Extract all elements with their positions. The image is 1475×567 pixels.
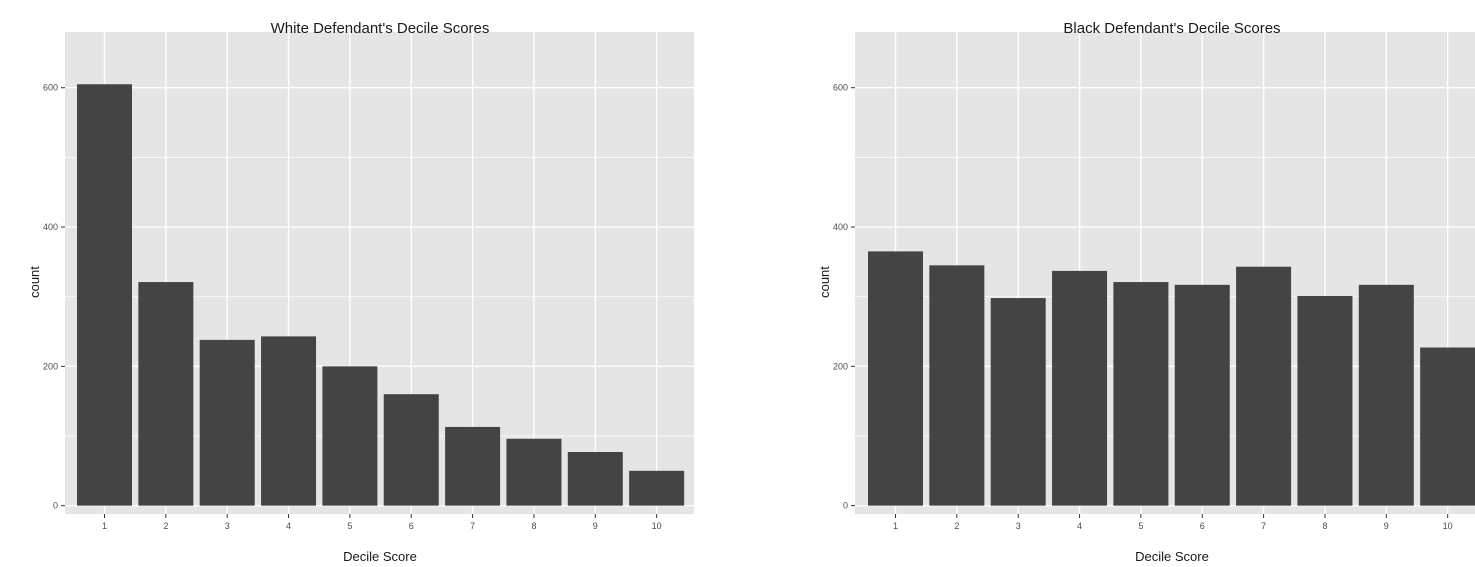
x-tick-label: 3 xyxy=(1016,521,1021,531)
x-tick-label: 9 xyxy=(1384,521,1389,531)
y-axis-ticks: 0 200 400 600 xyxy=(43,83,65,511)
x-tick-label: 6 xyxy=(1200,521,1205,531)
y-tick-label: 400 xyxy=(43,222,58,232)
y-axis-title: count xyxy=(27,266,42,298)
bar-decile-9 xyxy=(567,452,623,506)
y-tick-label: 400 xyxy=(833,222,848,232)
x-tick-label: 2 xyxy=(954,521,959,531)
bar-decile-5 xyxy=(1113,282,1169,506)
x-tick-label: 1 xyxy=(893,521,898,531)
chart-title: Black Defendant's Decile Scores xyxy=(1063,20,1280,37)
x-axis-ticks: 1 2 3 4 5 6 7 8 9 10 xyxy=(102,514,662,531)
y-tick-label: 200 xyxy=(43,361,58,371)
bar-decile-7 xyxy=(445,426,501,506)
bars xyxy=(77,84,685,506)
bar-decile-9 xyxy=(1358,284,1414,506)
x-tick-label: 1 xyxy=(102,521,107,531)
y-axis-title: count xyxy=(817,266,832,298)
x-axis-title: Decile Score xyxy=(1135,549,1209,564)
x-tick-label: 10 xyxy=(652,521,662,531)
x-tick-label: 5 xyxy=(347,521,352,531)
x-tick-label: 4 xyxy=(1077,521,1082,531)
y-tick-label: 600 xyxy=(833,83,848,93)
x-tick-label: 9 xyxy=(593,521,598,531)
x-tick-label: 8 xyxy=(1322,521,1327,531)
bar-decile-1 xyxy=(77,84,132,506)
bar-decile-4 xyxy=(261,336,317,506)
bar-decile-6 xyxy=(1174,284,1230,506)
bar-decile-10 xyxy=(1420,347,1475,506)
bar-decile-7 xyxy=(1236,266,1292,506)
y-tick-label: 0 xyxy=(843,501,848,511)
y-tick-label: 0 xyxy=(53,501,58,511)
bar-decile-6 xyxy=(383,394,439,506)
bar-decile-8 xyxy=(1297,295,1353,506)
x-tick-label: 3 xyxy=(225,521,230,531)
bar-decile-4 xyxy=(1052,270,1108,506)
x-tick-label: 7 xyxy=(1261,521,1266,531)
y-tick-label: 600 xyxy=(43,83,58,93)
x-tick-label: 10 xyxy=(1443,521,1453,531)
bar-decile-3 xyxy=(990,298,1046,506)
bar-decile-3 xyxy=(199,339,255,506)
x-axis-ticks: 1 2 3 4 5 6 7 8 9 10 xyxy=(893,514,1453,531)
white-decile-chart-svg: 0 200 400 600 1 2 3 4 5 6 7 8 9 10 White Defendant's… xyxy=(27,20,694,564)
bar-decile-5 xyxy=(322,366,378,506)
bars xyxy=(868,251,1475,506)
x-tick-label: 4 xyxy=(286,521,291,531)
bar-decile-1 xyxy=(868,251,923,506)
bar-decile-10 xyxy=(629,470,685,506)
bar-decile-8 xyxy=(506,438,562,506)
x-axis-title: Decile Score xyxy=(343,549,417,564)
bar-decile-2 xyxy=(138,282,194,506)
black-decile-chart: 0 200 400 600 1 2 3 4 5 6 7 8 9 10 Black Defendant's… xyxy=(770,0,1475,567)
bar-decile-2 xyxy=(929,265,985,506)
x-tick-label: 8 xyxy=(531,521,536,531)
y-axis-ticks: 0 200 400 600 xyxy=(833,83,855,511)
y-tick-label: 200 xyxy=(833,361,848,371)
x-tick-label: 2 xyxy=(163,521,168,531)
chart-title: White Defendant's Decile Scores xyxy=(271,20,490,37)
x-tick-label: 6 xyxy=(409,521,414,531)
x-tick-label: 5 xyxy=(1138,521,1143,531)
black-decile-chart-svg: 0 200 400 600 1 2 3 4 5 6 7 8 9 10 Black Defendant's… xyxy=(817,20,1475,564)
x-tick-label: 7 xyxy=(470,521,475,531)
white-decile-chart: 0 200 400 600 1 2 3 4 5 6 7 8 9 10 White Defendant's… xyxy=(0,0,700,567)
